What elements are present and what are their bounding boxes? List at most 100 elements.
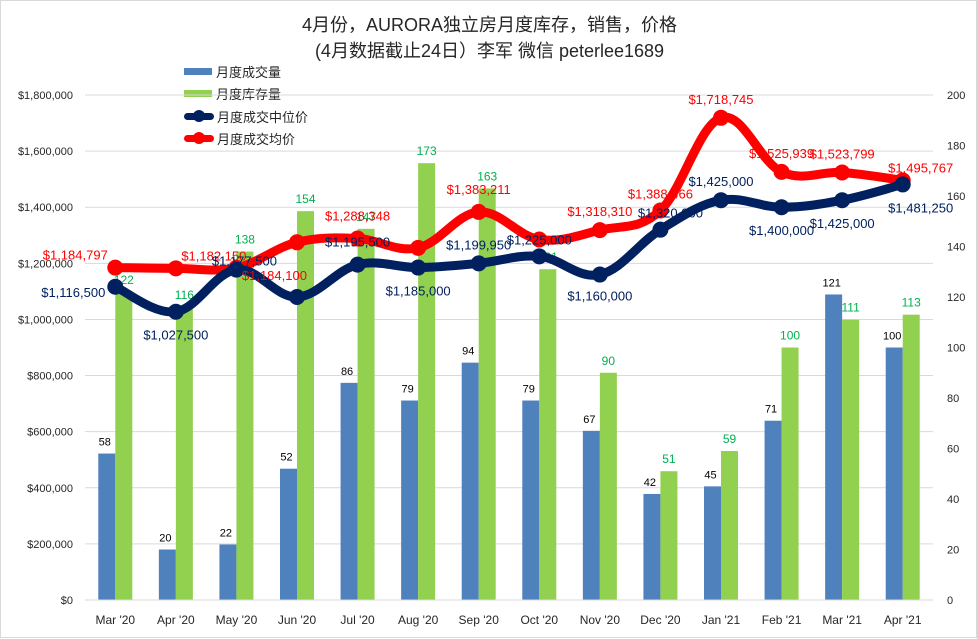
x-axis-tick-label: Jun '20 — [278, 613, 317, 627]
marker-median-price — [470, 255, 487, 272]
marker-median-price — [773, 199, 790, 216]
bar-sales — [219, 544, 237, 600]
marker-median-price — [410, 259, 427, 276]
marker-median-price — [713, 192, 729, 209]
bar-label-inventory: 154 — [295, 192, 315, 206]
right-axis-tick-label: 100 — [947, 343, 965, 355]
data-label-average-price: $1,318,310 — [567, 204, 632, 219]
right-axis: 0 20 40 60 80 100 120 140 160 180 200 — [947, 90, 965, 607]
legend-label-average-price: 月度成交均价 — [217, 132, 296, 148]
bar-label-sales: 42 — [644, 477, 656, 489]
marker-median-price — [167, 303, 184, 320]
x-axis-tick-label: Sep '20 — [459, 613, 500, 627]
marker-average-price — [107, 259, 124, 276]
bar-label-inventory: 138 — [235, 233, 255, 247]
left-axis-tick-label: $200,000 — [27, 539, 73, 551]
left-axis-tick-label: $800,000 — [27, 371, 73, 383]
x-axis-tick-label: Mar '20 — [95, 613, 135, 627]
legend-label-median-price: 月度成交中位价 — [217, 109, 309, 125]
bar-inventory — [660, 471, 678, 600]
x-axis-tick-label: Aug '20 — [398, 613, 439, 627]
bar-sales — [158, 549, 176, 600]
right-axis-tick-label: 60 — [947, 444, 959, 456]
bar-inventory — [599, 372, 617, 600]
bar-label-inventory: 116 — [175, 288, 194, 302]
right-axis-tick-label: 200 — [947, 90, 965, 102]
chart-title-line-2: (4月数据截止24日）李军 微信 peterlee1689 — [314, 41, 665, 61]
left-axis-tick-label: $0 — [61, 595, 73, 607]
legend-swatch-median-price — [184, 109, 214, 122]
bar-label-inventory: 51 — [662, 452, 676, 466]
data-label-median-price: $1,160,000 — [567, 289, 632, 304]
data-label-median-price: $1,320,000 — [638, 206, 703, 221]
left-axis-tick-label: $400,000 — [27, 483, 73, 495]
bar-label-inventory: 100 — [780, 329, 800, 343]
data-label-median-price: $1,425,000 — [810, 216, 875, 231]
marker-average-price — [167, 260, 184, 277]
left-axis-tick-label: $1,600,000 — [18, 146, 73, 158]
left-axis-tick-label: $1,200,000 — [18, 258, 73, 270]
left-axis-tick-label: $1,000,000 — [18, 314, 73, 326]
bar-sales — [825, 294, 843, 600]
legend-item-sales: 月度成交量 — [184, 60, 308, 83]
marker-average-price — [591, 222, 608, 239]
data-label-average-price: $1,184,797 — [43, 248, 108, 263]
right-axis-tick-label: 0 — [947, 595, 953, 607]
bar-inventory — [478, 188, 496, 601]
bar-sales — [461, 362, 479, 600]
line-average-price — [110, 112, 908, 275]
bar-label-sales: 86 — [341, 366, 353, 378]
bar-label-sales: 67 — [583, 414, 595, 426]
x-axis-tick-label: Apr '21 — [884, 613, 922, 627]
legend-swatch-sales — [184, 67, 212, 75]
bar-sales — [643, 493, 661, 600]
bar-inventory — [175, 307, 193, 600]
bar-label-sales: 94 — [462, 346, 474, 358]
left-axis: $0 $200,000 $400,000 $600,000 $800,000 $1,000… — [18, 90, 73, 607]
marker-median-price — [289, 289, 305, 305]
bar-label-inventory: 113 — [902, 296, 921, 310]
bar-inventory — [902, 314, 920, 600]
gridlines — [85, 94, 933, 601]
right-axis-tick-label: 40 — [947, 494, 959, 506]
bar-sales — [885, 347, 903, 600]
x-axis-tick-label: May '20 — [216, 613, 258, 627]
left-axis-tick-label: $1,800,000 — [18, 90, 73, 102]
bar-sales — [582, 430, 600, 600]
data-label-average-price: $1,388,466 — [628, 186, 693, 201]
lines — [107, 109, 911, 320]
bar-label-sales: 52 — [280, 452, 292, 464]
bar-sales — [764, 420, 782, 600]
x-axis: Mar '20 Apr '20 May '20 Jun '20 Jul '20 Aug '… — [85, 599, 933, 627]
marker-median-price — [531, 248, 548, 265]
x-axis-tick-label: Dec '20 — [640, 613, 681, 627]
data-label-median-price: $1,400,000 — [749, 223, 814, 238]
x-axis-tick-label: Jul '20 — [340, 613, 375, 627]
bar-inventory — [842, 319, 860, 600]
marker-average-price — [834, 164, 851, 181]
bar-sales — [522, 400, 540, 600]
data-label-average-price: $1,525,939 — [749, 146, 814, 161]
bar-label-inventory: 59 — [723, 432, 737, 446]
legend-label-sales: 月度成交量 — [216, 64, 282, 80]
bar-inventory — [781, 347, 799, 600]
right-axis-tick-label: 20 — [947, 545, 959, 557]
bars — [98, 163, 920, 601]
data-label-median-price: $1,425,000 — [688, 174, 753, 189]
left-axis-tick-label: $1,400,000 — [18, 202, 73, 214]
marker-median-price — [834, 192, 851, 209]
data-label-median-price: $1,225,000 — [507, 232, 572, 247]
bar-label-sales: 58 — [99, 437, 111, 449]
x-axis-tick-label: Nov '20 — [580, 613, 621, 627]
legend-swatch-inventory — [184, 90, 212, 98]
data-label-median-price: $1,481,250 — [888, 200, 953, 215]
marker-median-price — [349, 256, 366, 273]
bar-sales — [98, 453, 116, 600]
marker-median-price — [228, 261, 245, 278]
bar-label-sales: 79 — [523, 384, 535, 396]
bar-inventory — [418, 163, 436, 601]
bar-label-sales: 121 — [822, 277, 840, 289]
bar-inventory — [297, 211, 314, 600]
